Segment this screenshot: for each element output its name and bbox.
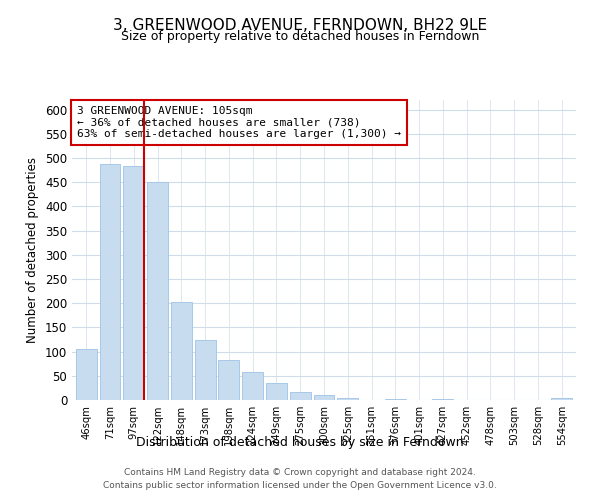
Text: Distribution of detached houses by size in Ferndown: Distribution of detached houses by size … bbox=[136, 436, 464, 449]
Text: Size of property relative to detached houses in Ferndown: Size of property relative to detached ho… bbox=[121, 30, 479, 43]
Bar bbox=[314, 395, 334, 400]
Text: 3 GREENWOOD AVENUE: 105sqm
← 36% of detached houses are smaller (738)
63% of sem: 3 GREENWOOD AVENUE: 105sqm ← 36% of deta… bbox=[77, 106, 401, 139]
Bar bbox=[147, 182, 168, 400]
Bar bbox=[76, 349, 97, 400]
Bar bbox=[290, 392, 311, 400]
Bar bbox=[242, 372, 263, 400]
Bar bbox=[100, 164, 121, 400]
Bar bbox=[337, 398, 358, 400]
Text: 3, GREENWOOD AVENUE, FERNDOWN, BH22 9LE: 3, GREENWOOD AVENUE, FERNDOWN, BH22 9LE bbox=[113, 18, 487, 32]
Bar bbox=[266, 383, 287, 400]
Bar bbox=[551, 398, 572, 400]
Bar bbox=[171, 302, 192, 400]
Bar bbox=[124, 166, 144, 400]
Text: Contains public sector information licensed under the Open Government Licence v3: Contains public sector information licen… bbox=[103, 480, 497, 490]
Text: Contains HM Land Registry data © Crown copyright and database right 2024.: Contains HM Land Registry data © Crown c… bbox=[124, 468, 476, 477]
Y-axis label: Number of detached properties: Number of detached properties bbox=[26, 157, 40, 343]
Bar bbox=[385, 398, 406, 400]
Bar bbox=[218, 360, 239, 400]
Bar bbox=[194, 340, 215, 400]
Bar bbox=[433, 399, 454, 400]
